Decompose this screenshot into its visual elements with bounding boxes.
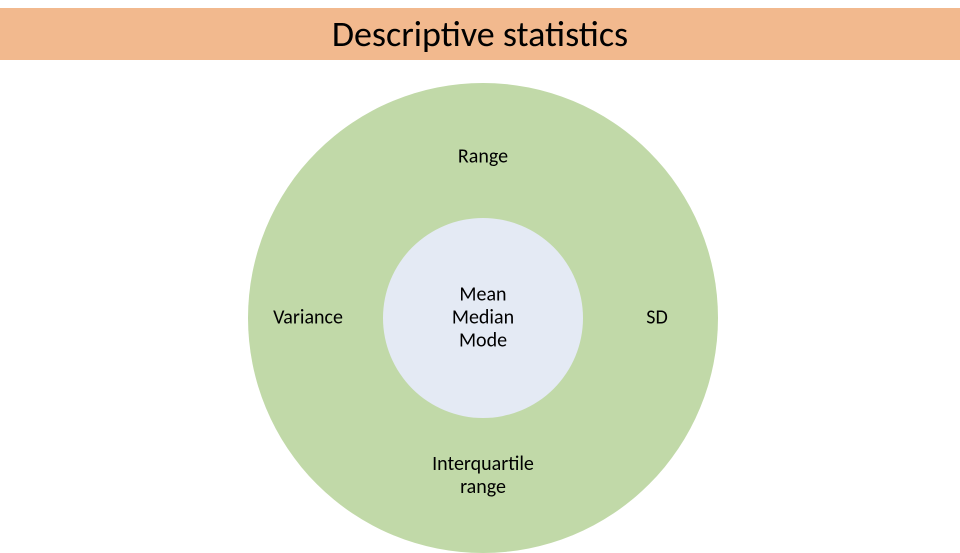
title-text: Descriptive statistics (332, 12, 628, 56)
label-top: Range (458, 146, 508, 169)
label-right: SD (646, 307, 668, 330)
label-center: MeanMedianMode (452, 284, 514, 353)
title-bar: Descriptive statistics (0, 8, 960, 60)
label-bottom: Interquartilerange (432, 453, 534, 499)
label-left: Variance (273, 307, 343, 330)
